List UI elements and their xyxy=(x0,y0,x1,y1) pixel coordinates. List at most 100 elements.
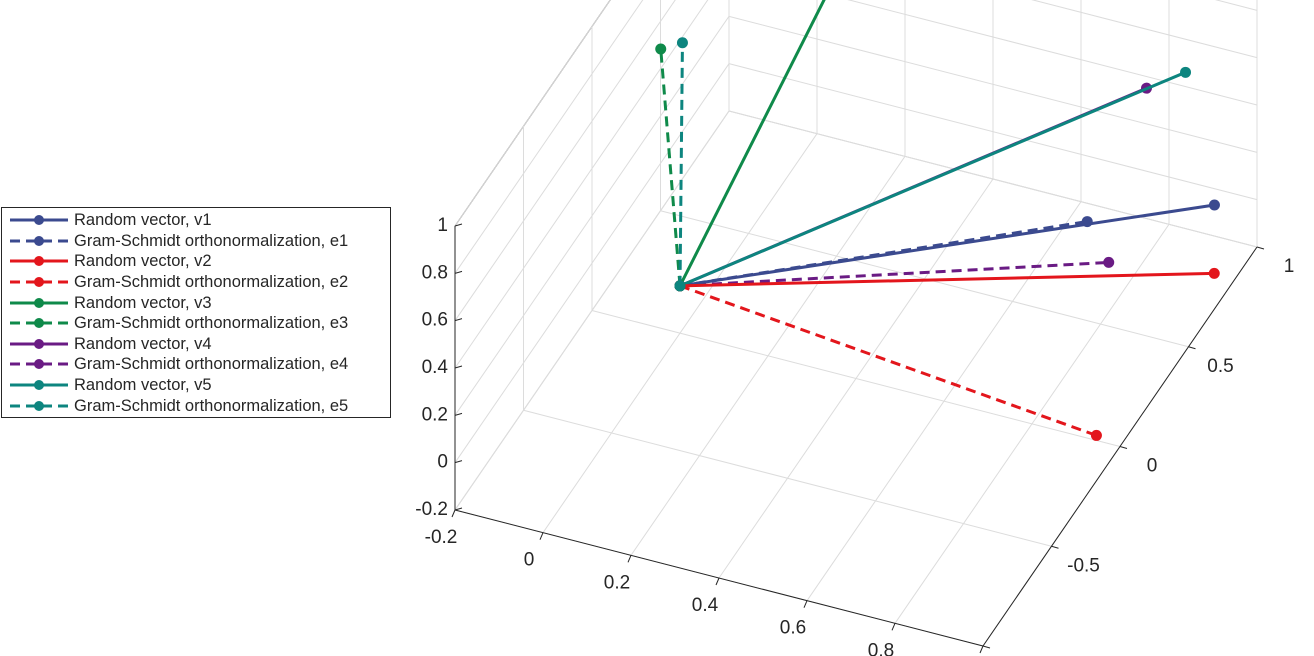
x-tick-label: 0.4 xyxy=(692,595,719,616)
legend-label: Gram-Schmidt orthonormalization, e5 xyxy=(74,396,349,415)
grid-line-y-floor xyxy=(591,310,1121,447)
series-end-point xyxy=(1180,66,1192,78)
legend-label: Random vector, v3 xyxy=(74,293,212,312)
legend-swatch-marker xyxy=(34,400,44,411)
series-line-9 xyxy=(679,70,1187,288)
legend-swatch-marker xyxy=(34,338,44,349)
x-tick-label: 0 xyxy=(524,550,535,571)
grid-line-y-floor xyxy=(523,409,1052,547)
legend-label: Gram-Schmidt orthonormalization, e2 xyxy=(74,273,349,292)
legend-label: Gram-Schmidt orthonormalization, e3 xyxy=(74,314,349,333)
y-tick-label: 0 xyxy=(1147,456,1158,477)
series-end-point xyxy=(1208,267,1220,279)
z-tick-mark xyxy=(454,412,463,416)
grid-line-z-left xyxy=(454,0,611,227)
legend-item: Random vector, v5 xyxy=(2,375,390,396)
legend-swatch xyxy=(10,235,68,246)
legend-item: Random vector, v2 xyxy=(2,251,390,272)
y-tick-mark xyxy=(982,645,991,649)
x-tick-mark xyxy=(627,555,632,563)
series-lines xyxy=(655,0,1220,441)
z-tick-mark xyxy=(454,270,463,274)
legend-swatch xyxy=(10,338,68,349)
z-tick-mark xyxy=(454,507,463,511)
legend-swatch xyxy=(10,380,68,391)
x-tick-label: 0.2 xyxy=(604,572,630,593)
axes-box-back xyxy=(454,0,1258,511)
legend-label: Gram-Schmidt orthonormalization, e1 xyxy=(74,231,349,250)
grid-line-z-left xyxy=(454,0,644,274)
legend-label: Random vector, v2 xyxy=(74,252,212,271)
x-tick-label: -0.2 xyxy=(425,527,458,548)
legend-item: Gram-Schmidt orthonormalization, e4 xyxy=(2,354,390,375)
z-tick-label: 0.8 xyxy=(422,262,448,283)
x-tick-mark xyxy=(715,577,720,586)
z-tick-label: 0.6 xyxy=(422,310,448,331)
z-tick-label: 1 xyxy=(437,215,448,236)
legend-item: Random vector, v4 xyxy=(2,334,390,355)
x-tick-mark xyxy=(539,532,544,540)
x-tick-mark xyxy=(979,645,984,654)
grid-line-z-left xyxy=(454,16,730,416)
grid-line-z-left xyxy=(454,0,676,321)
z-tick-label: 0 xyxy=(437,452,448,473)
legend-item: Gram-Schmidt orthonormalization, e1 xyxy=(2,231,390,252)
legend-label: Random vector, v4 xyxy=(74,334,212,353)
z-tick-label: 0.4 xyxy=(422,357,449,378)
legend-item: Gram-Schmidt orthonormalization, e5 xyxy=(2,395,390,416)
z-tick-label: 0.2 xyxy=(422,404,448,425)
series-end-point xyxy=(676,37,688,49)
z-tick-mark xyxy=(454,460,463,464)
grid-line-z-back xyxy=(1031,0,1258,59)
legend-swatch xyxy=(10,277,68,288)
legend-swatch-marker xyxy=(34,215,44,226)
grid-line-z-back xyxy=(728,15,1258,153)
series-end-point xyxy=(655,43,667,55)
legend-swatch-marker xyxy=(34,277,44,288)
grid-line-z-back xyxy=(847,0,1258,106)
legend-label: Random vector, v1 xyxy=(74,211,212,230)
series-line-8 xyxy=(679,260,1109,288)
series-line-5 xyxy=(678,0,826,287)
grid-line-z-left xyxy=(454,0,709,369)
legend-swatch-marker xyxy=(34,318,44,329)
legend-swatch xyxy=(10,256,68,267)
grid-line-z-left xyxy=(454,63,730,463)
legend-swatch xyxy=(10,359,68,370)
y-tick-label: -0.5 xyxy=(1067,555,1100,576)
x-tick-label: 0.8 xyxy=(868,640,894,656)
legend-swatch xyxy=(10,318,68,329)
series-line-4 xyxy=(679,284,1097,437)
series-line-3 xyxy=(679,271,1215,288)
z-tick-label: -0.2 xyxy=(415,499,448,520)
tick-labels: -0.200.20.40.60.81-1-0.500.51-0.200.20.4… xyxy=(415,215,1294,656)
x-tick-mark xyxy=(803,600,808,608)
legend-swatch-marker xyxy=(34,256,44,267)
y-tick-mark xyxy=(1188,346,1196,350)
series-line-1 xyxy=(679,203,1215,288)
legend-item: Gram-Schmidt orthonormalization, e3 xyxy=(2,313,390,334)
y-tick-label: 0.5 xyxy=(1207,356,1233,377)
legend: Random vector, v1 Gram-Schmidt orthonorma… xyxy=(1,207,391,418)
legend-label: Random vector, v5 xyxy=(74,376,212,395)
axes-box-front xyxy=(451,223,1265,654)
y-tick-mark xyxy=(1119,446,1128,449)
grid-lines xyxy=(454,0,1258,647)
legend-label: Gram-Schmidt orthonormalization, e4 xyxy=(74,355,349,374)
series-line-10 xyxy=(678,42,684,286)
y-tick-label: 1 xyxy=(1284,256,1295,277)
legend-swatch-marker xyxy=(34,380,44,391)
x-tick-mark xyxy=(451,509,456,518)
legend-swatch-marker xyxy=(34,359,44,370)
series-end-point xyxy=(1090,429,1102,441)
series-end-point xyxy=(1208,199,1220,211)
legend-item: Random vector, v1 xyxy=(2,210,390,231)
y-tick-mark xyxy=(1256,246,1265,250)
legend-item: Gram-Schmidt orthonormalization, e2 xyxy=(2,272,390,293)
grid-line-z-back xyxy=(728,110,1258,248)
x-tick-mark xyxy=(891,623,896,631)
z-tick-mark xyxy=(454,365,463,369)
legend-swatch-marker xyxy=(34,235,44,246)
y-tick-mark xyxy=(1051,545,1059,549)
